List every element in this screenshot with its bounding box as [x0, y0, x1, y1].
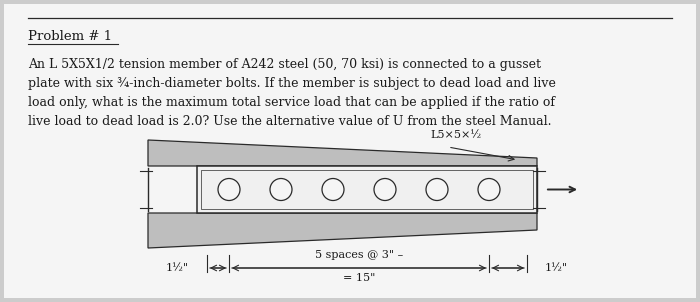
Bar [197, 166, 537, 213]
Polygon shape [148, 140, 537, 166]
Text: load only, what is the maximum total service load that can be applied if the rat: load only, what is the maximum total ser… [28, 96, 555, 109]
Circle shape [270, 178, 292, 201]
Text: L5×5×½: L5×5×½ [430, 130, 481, 140]
Text: Problem # 1: Problem # 1 [28, 30, 112, 43]
Circle shape [478, 178, 500, 201]
Text: 1½": 1½" [545, 263, 568, 273]
Text: live load to dead load is 2.0? Use the alternative value of U from the steel Man: live load to dead load is 2.0? Use the a… [28, 115, 552, 128]
Bar [201, 170, 533, 209]
Circle shape [374, 178, 396, 201]
Text: 5 spaces @ 3" –: 5 spaces @ 3" – [315, 250, 403, 260]
Polygon shape [148, 213, 537, 248]
Circle shape [218, 178, 240, 201]
Circle shape [426, 178, 448, 201]
Text: plate with six ¾-inch-diameter bolts. If the member is subject to dead load and : plate with six ¾-inch-diameter bolts. If… [28, 77, 556, 90]
Text: An L 5X5X1/2 tension member of A242 steel (50, 70 ksi) is connected to a gusset: An L 5X5X1/2 tension member of A242 stee… [28, 58, 541, 71]
Text: = 15": = 15" [343, 273, 375, 283]
Circle shape [322, 178, 344, 201]
Text: 1½": 1½" [166, 263, 189, 273]
